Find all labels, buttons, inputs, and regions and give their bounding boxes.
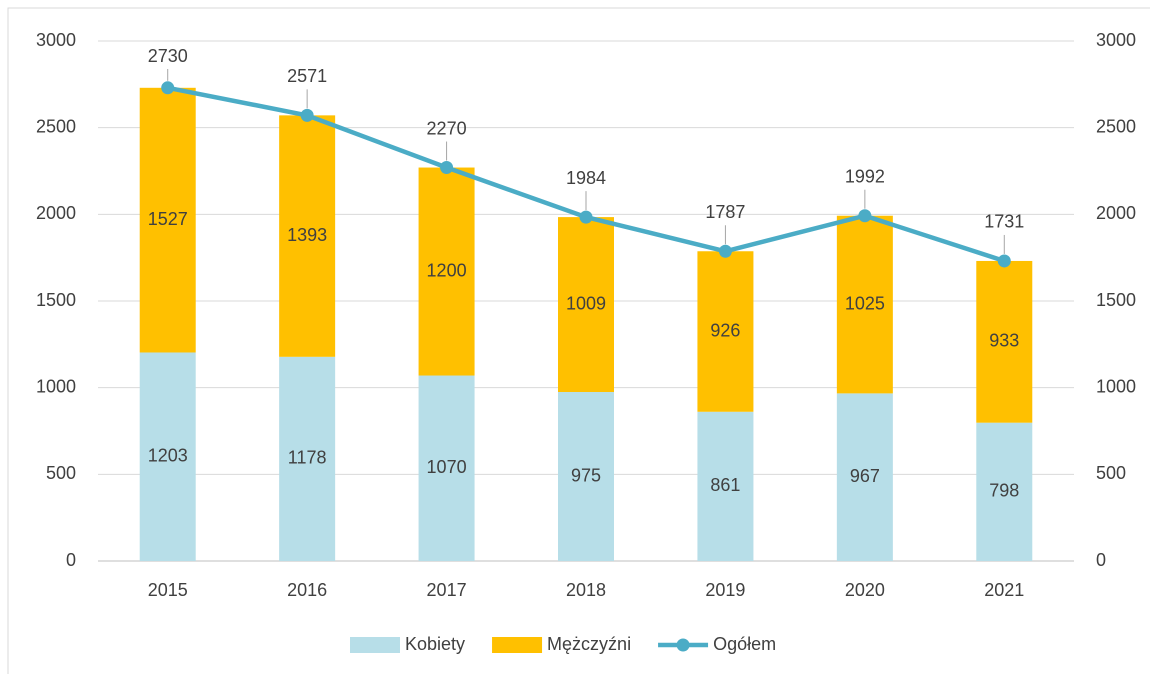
data-label: 967 <box>850 466 880 486</box>
line-marker <box>579 210 593 224</box>
bar <box>139 352 196 561</box>
y2-tick-label: 1000 <box>1096 376 1136 396</box>
data-label: 1787 <box>705 202 745 222</box>
data-label: 926 <box>710 320 740 340</box>
y2-tick-label: 0 <box>1096 550 1106 570</box>
data-label: 861 <box>710 475 740 495</box>
bar <box>836 215 893 394</box>
bar <box>418 375 475 561</box>
data-label: 2730 <box>148 46 188 66</box>
bar <box>697 411 754 561</box>
bar <box>836 393 893 561</box>
legend-swatch <box>350 637 400 653</box>
data-label: 933 <box>989 331 1019 351</box>
x-tick-label: 2016 <box>287 580 327 600</box>
data-label: 1070 <box>427 457 467 477</box>
y-tick-label: 3000 <box>36 30 76 50</box>
y2-tick-label: 2500 <box>1096 116 1136 136</box>
bar <box>139 87 196 353</box>
y2-tick-label: 3000 <box>1096 30 1136 50</box>
x-tick-label: 2019 <box>705 580 745 600</box>
data-label: 1527 <box>148 209 188 229</box>
data-label: 1178 <box>288 448 327 468</box>
legend-label: Ogółem <box>713 634 776 654</box>
y2-tick-label: 500 <box>1096 463 1126 483</box>
y-tick-label: 1000 <box>36 376 76 396</box>
bar <box>558 217 614 392</box>
y-tick-label: 1500 <box>36 290 76 310</box>
data-label: 1009 <box>566 293 606 313</box>
x-tick-label: 2017 <box>427 580 467 600</box>
legend-swatch <box>676 638 690 652</box>
data-label: 1025 <box>845 293 885 313</box>
line-marker <box>300 108 314 122</box>
line-marker <box>161 81 175 95</box>
data-label: 1200 <box>427 260 467 280</box>
bar <box>697 251 754 412</box>
line-marker <box>858 209 872 223</box>
bar <box>558 392 614 561</box>
data-label: 1731 <box>984 212 1024 232</box>
data-label: 798 <box>989 481 1019 501</box>
bar <box>279 356 336 561</box>
x-tick-label: 2018 <box>566 580 606 600</box>
legend-swatch <box>492 637 543 653</box>
data-label: 975 <box>571 465 601 485</box>
legend-label: Mężczyźni <box>547 634 631 654</box>
legend-label: Kobiety <box>405 634 465 654</box>
data-label: 1203 <box>148 445 188 465</box>
y-tick-label: 2500 <box>36 116 76 136</box>
x-tick-label: 2021 <box>984 580 1024 600</box>
data-label: 1984 <box>566 168 606 188</box>
data-label: 1992 <box>845 166 885 186</box>
x-tick-label: 2020 <box>845 580 885 600</box>
line-marker <box>997 254 1011 268</box>
chart-frame <box>7 7 1150 674</box>
line-marker <box>440 161 454 175</box>
bar <box>976 260 1033 423</box>
x-tick-label: 2015 <box>148 580 188 600</box>
bar <box>418 167 475 376</box>
y2-tick-label: 2000 <box>1096 203 1136 223</box>
bar <box>976 422 1033 561</box>
y2-tick-label: 1500 <box>1096 290 1136 310</box>
line-marker <box>718 244 732 258</box>
data-label: 1393 <box>287 225 327 245</box>
bar <box>279 115 336 357</box>
y-tick-label: 500 <box>46 463 76 483</box>
data-label: 2571 <box>287 66 327 86</box>
y-tick-label: 0 <box>66 550 76 570</box>
data-label: 2270 <box>427 118 467 138</box>
y-tick-label: 2000 <box>36 203 76 223</box>
